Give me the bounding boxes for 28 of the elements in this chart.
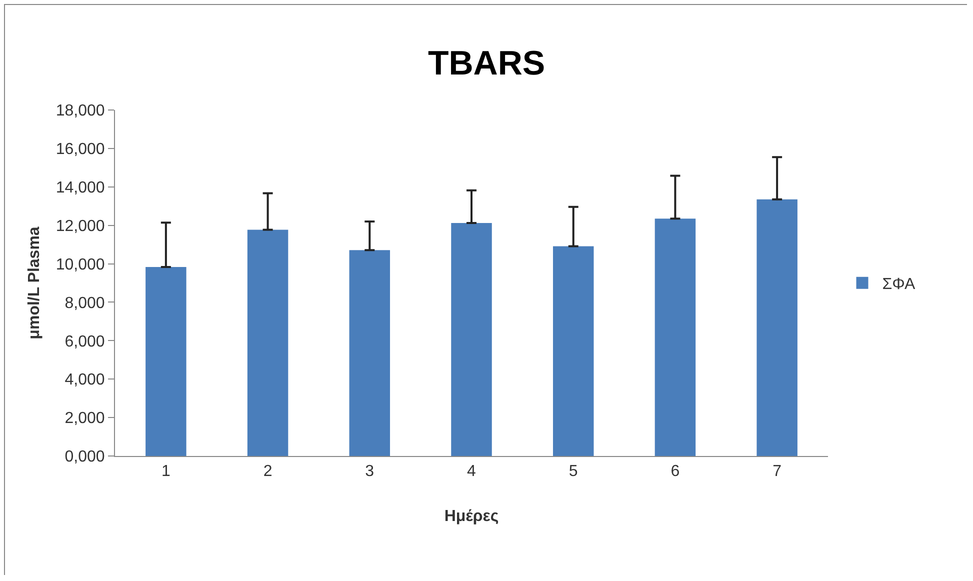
bar	[552, 246, 594, 456]
bar	[756, 199, 798, 456]
y-tick-label: 0,000	[64, 448, 105, 466]
y-tick-label: 10,000	[56, 256, 105, 274]
x-tick-label: 4	[467, 463, 476, 480]
y-tick-label: 16,000	[56, 141, 105, 158]
legend-label: ΣΦΑ	[882, 276, 916, 294]
bar	[654, 218, 696, 456]
x-tick-label: 1	[161, 463, 170, 480]
x-tick-label: 5	[568, 463, 578, 480]
y-tick-label: 2,000	[64, 410, 105, 428]
x-tick-label: 2	[263, 463, 272, 480]
x-tick-label: 6	[670, 463, 680, 480]
x-tick-label: 3	[365, 463, 374, 480]
bar	[349, 250, 390, 456]
y-tick-label: 12,000	[56, 218, 105, 235]
bar	[146, 267, 186, 456]
chart-title: TBARS	[428, 44, 546, 82]
bar	[451, 223, 492, 456]
x-tick-label: 7	[772, 463, 782, 480]
y-axis-title: μmol/L Plasma	[26, 226, 43, 340]
y-tick-label: 14,000	[56, 179, 105, 196]
y-tick-label: 8,000	[64, 294, 105, 312]
bar	[247, 230, 288, 456]
y-tick-label: 4,000	[64, 372, 105, 389]
y-tick-label: 6,000	[64, 333, 105, 350]
x-axis-title: Ημέρες	[444, 508, 499, 525]
y-tick-label: 18,000	[56, 102, 105, 120]
